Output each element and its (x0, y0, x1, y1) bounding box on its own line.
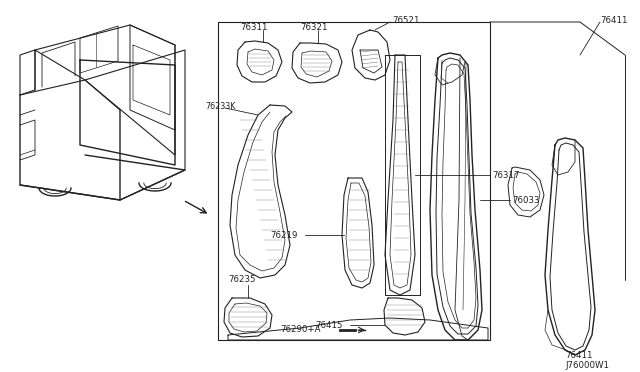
Text: 76311: 76311 (240, 22, 268, 32)
Text: 76411: 76411 (600, 16, 627, 25)
Text: 76521: 76521 (392, 16, 419, 25)
Text: 76415: 76415 (315, 321, 342, 330)
Text: 76033: 76033 (512, 196, 540, 205)
Text: 76411: 76411 (565, 350, 593, 359)
Text: 76317: 76317 (492, 170, 520, 180)
Text: J76000W1: J76000W1 (565, 360, 609, 369)
Text: 76219: 76219 (270, 231, 298, 240)
Text: 76290+A: 76290+A (280, 326, 321, 334)
Text: 76235: 76235 (228, 276, 255, 285)
Text: 76233K: 76233K (205, 102, 236, 110)
Text: 76321: 76321 (300, 22, 328, 32)
